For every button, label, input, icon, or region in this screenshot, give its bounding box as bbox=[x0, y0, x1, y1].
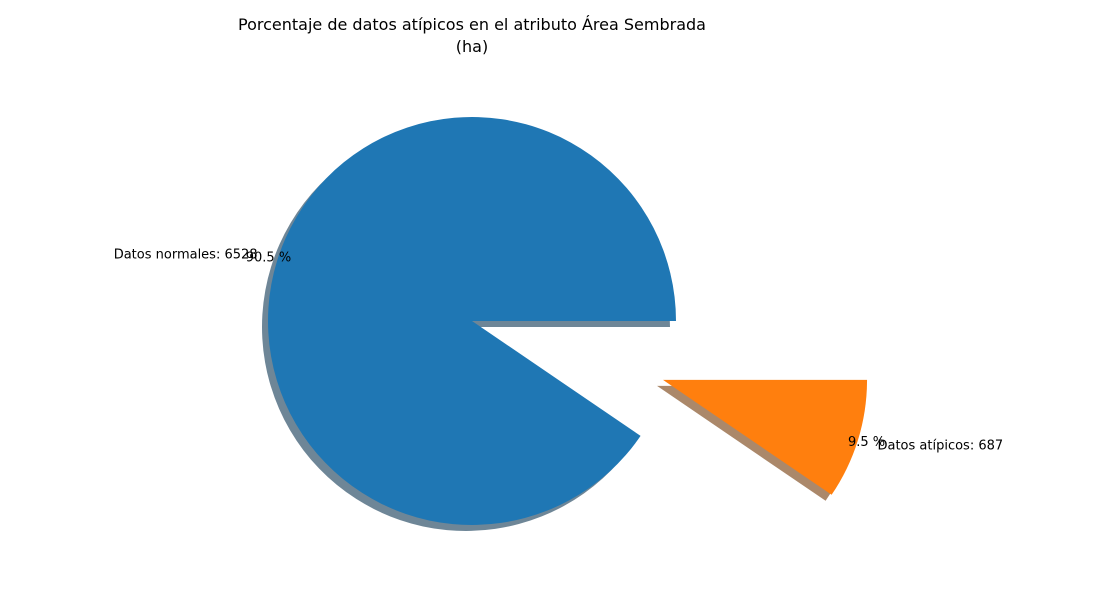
slice-percent-0: 90.5 % bbox=[246, 251, 291, 266]
pie-slice-0 bbox=[268, 117, 676, 526]
slices bbox=[268, 117, 868, 526]
chart-title: Porcentaje de datos atípicos en el atrib… bbox=[238, 15, 706, 56]
slice-percent-1: 9.5 % bbox=[848, 435, 885, 450]
slice-label-1: Datos atípicos: 687 bbox=[877, 439, 1003, 454]
pie-slice-1 bbox=[663, 379, 868, 495]
slice-label-0: Datos normales: 6528 bbox=[114, 247, 258, 262]
